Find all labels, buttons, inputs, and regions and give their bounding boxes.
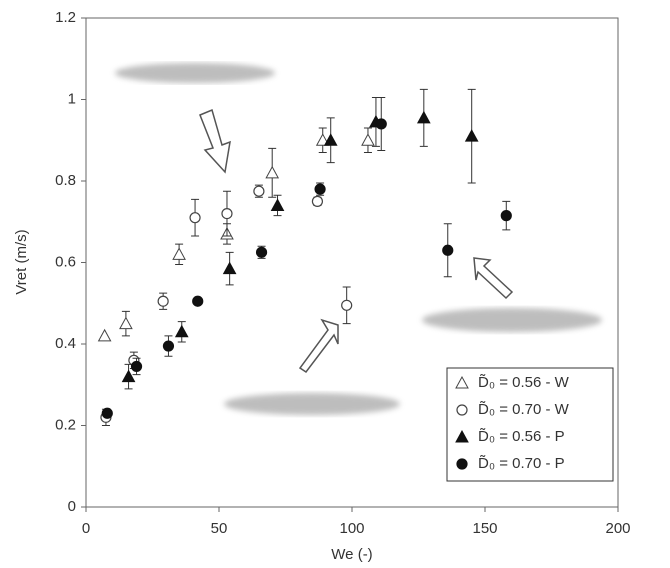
y-tick-label: 0.8 bbox=[55, 172, 76, 189]
point bbox=[192, 295, 204, 307]
point bbox=[221, 208, 233, 220]
point bbox=[121, 369, 136, 383]
x-tick-label: 150 bbox=[472, 520, 497, 537]
arrows bbox=[199, 108, 514, 374]
y-tick-label: 1 bbox=[68, 90, 76, 107]
x-tick-label: 50 bbox=[211, 520, 228, 537]
legend-marker bbox=[455, 375, 469, 389]
point bbox=[500, 210, 512, 222]
point bbox=[255, 246, 268, 258]
y-tick-label: 1.2 bbox=[55, 9, 76, 26]
point bbox=[265, 165, 280, 179]
droplet-images bbox=[115, 63, 602, 415]
x-tick-label: 200 bbox=[605, 520, 630, 537]
y-axis-title: Vret (m/s) bbox=[13, 229, 30, 294]
legend-label: D̃₀ = 0.56 - P bbox=[478, 427, 565, 444]
y-tick-label: 0.4 bbox=[55, 335, 76, 352]
legend-marker bbox=[455, 429, 469, 443]
point bbox=[442, 244, 454, 256]
legend-marker bbox=[456, 458, 468, 470]
point bbox=[323, 133, 338, 146]
x-tick-label: 0 bbox=[82, 520, 90, 537]
point bbox=[311, 195, 324, 207]
point bbox=[464, 129, 479, 142]
point bbox=[119, 316, 133, 330]
point bbox=[157, 295, 169, 307]
point bbox=[97, 328, 112, 342]
legend-box bbox=[446, 367, 614, 482]
point bbox=[189, 212, 201, 224]
point bbox=[162, 340, 175, 352]
point bbox=[101, 407, 113, 419]
point bbox=[314, 183, 326, 195]
legend-marker bbox=[456, 404, 468, 416]
point bbox=[361, 133, 375, 146]
x-tick-label: 100 bbox=[339, 520, 364, 537]
legend-label: D̃₀ = 0.70 - P bbox=[478, 454, 565, 471]
point bbox=[416, 110, 431, 124]
point bbox=[341, 299, 353, 311]
point bbox=[174, 324, 189, 338]
y-tick-label: 0.2 bbox=[55, 416, 76, 433]
y-tick-label: 0 bbox=[68, 498, 76, 515]
x-axis-title: We (-) bbox=[331, 546, 372, 563]
y-tick-label: 0.6 bbox=[55, 253, 76, 270]
point bbox=[130, 360, 143, 373]
point bbox=[222, 261, 237, 275]
legend-label: D̃₀ = 0.70 - W bbox=[478, 400, 570, 417]
point bbox=[375, 118, 387, 130]
point bbox=[172, 247, 186, 260]
legend-label: D̃₀ = 0.56 - W bbox=[478, 373, 570, 390]
point bbox=[253, 185, 265, 197]
point bbox=[270, 198, 285, 211]
